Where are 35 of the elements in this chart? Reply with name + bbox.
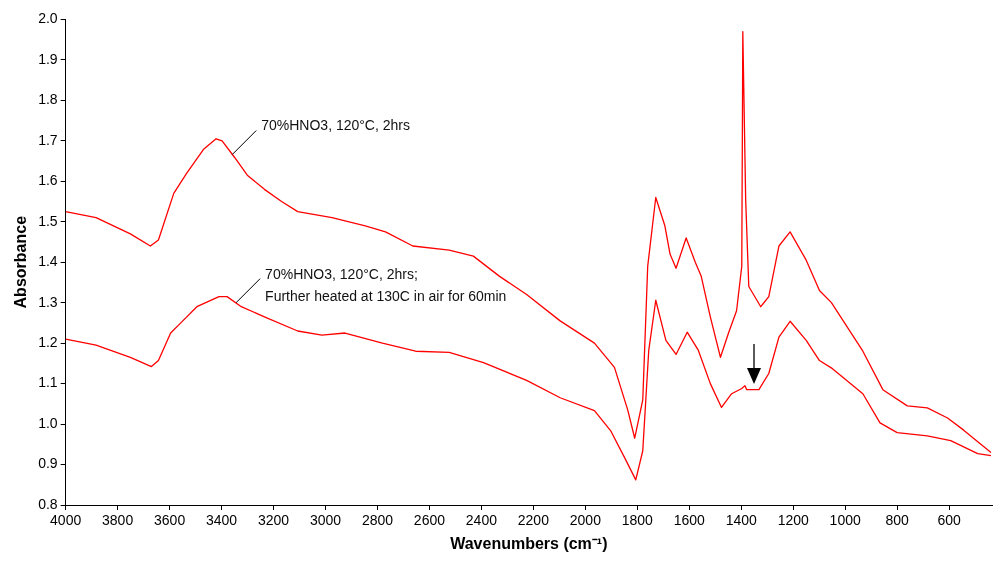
y-tick-label: 1.5: [38, 212, 58, 229]
x-tick-label: 4000: [50, 512, 82, 529]
x-tick-label: 2600: [413, 512, 446, 529]
x-axis-title: Wavenumbers (cm⁻¹): [450, 534, 608, 552]
x-tick-label: 2000: [569, 512, 602, 529]
x-tick-label: 2400: [465, 512, 498, 529]
y-tick-label: 0.9: [38, 455, 58, 472]
x-tick-label: 3600: [154, 512, 186, 529]
annotation: 70%HNO3, 120°C, 2hrs: [261, 117, 410, 134]
y-tick-label: 1.8: [38, 91, 58, 108]
y-tick-label: 1.0: [38, 414, 58, 431]
x-tick-label: 2200: [517, 512, 550, 529]
y-tick-label: 1.4: [38, 253, 58, 270]
x-tick-label: 1800: [621, 512, 654, 529]
y-axis-title: Absorbance: [12, 215, 30, 309]
y-tick-label: 1.7: [38, 131, 58, 148]
y-tick-label: 1.9: [38, 50, 58, 67]
y-tick-label: 1.1: [38, 374, 58, 391]
y-tick-label: 2.0: [38, 10, 58, 27]
annotation: 70%HNO3, 120°C, 2hrs; Further heated at 130C in air for 60min: [265, 265, 507, 304]
y-tick-label: 1.2: [38, 333, 58, 350]
x-tick-label: 3400: [205, 512, 238, 529]
x-tick-label: 1000: [829, 512, 861, 529]
x-tick-label: 600: [937, 512, 962, 529]
x-tick-label: 1400: [725, 512, 758, 529]
x-tick-label: 1200: [777, 512, 809, 529]
x-tick-label: 3200: [257, 512, 290, 529]
x-tick-label: 2800: [361, 512, 394, 529]
x-tick-label: 800: [885, 512, 910, 529]
x-tick-label: 1600: [673, 512, 706, 529]
x-tick-label: 3800: [102, 512, 134, 529]
x-tick-label: 3000: [309, 512, 342, 529]
y-tick-label: 1.3: [38, 293, 58, 310]
y-tick-label: 1.6: [38, 172, 58, 189]
y-tick-label: 0.8: [38, 495, 58, 512]
